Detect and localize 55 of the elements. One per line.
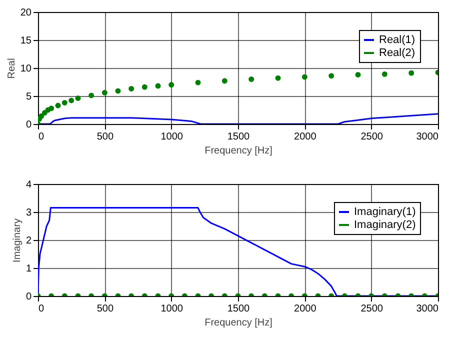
point bbox=[168, 82, 174, 88]
y-tick-label: 4 bbox=[26, 180, 32, 190]
y-tick-label: 10 bbox=[20, 64, 32, 74]
point bbox=[115, 88, 121, 94]
point bbox=[142, 84, 148, 90]
x-tick-label: 0 bbox=[38, 132, 44, 142]
y-tick-label: 20 bbox=[20, 8, 32, 18]
x-tick-label: 1000 bbox=[160, 132, 184, 142]
y-tick-label: 1 bbox=[26, 264, 32, 274]
point bbox=[155, 83, 161, 89]
y-tick-label: 15 bbox=[20, 36, 32, 46]
x-axis-title: Frequency [Hz] bbox=[204, 318, 273, 328]
point bbox=[62, 100, 68, 106]
legend-label: Real(2) bbox=[379, 47, 416, 59]
y-tick-label: 0 bbox=[26, 292, 32, 302]
x-tick-label: 0 bbox=[38, 304, 44, 314]
x-tick-label: 1500 bbox=[227, 304, 250, 314]
legend-label: Imaginary(2) bbox=[354, 219, 416, 231]
y-tick-label: 0 bbox=[26, 120, 32, 130]
point bbox=[48, 106, 54, 112]
point bbox=[55, 102, 61, 108]
x-tick-label: 1500 bbox=[227, 132, 250, 142]
point bbox=[68, 98, 74, 104]
point bbox=[195, 80, 201, 86]
point bbox=[275, 75, 281, 81]
point bbox=[328, 73, 334, 79]
point bbox=[355, 72, 361, 78]
point bbox=[128, 86, 134, 92]
x-tick-label: 3000 bbox=[416, 304, 439, 314]
line-series bbox=[38, 113, 438, 124]
point bbox=[408, 70, 414, 76]
x-tick-label: 2000 bbox=[294, 132, 317, 142]
x-axis-title: Frequency [Hz] bbox=[204, 146, 273, 156]
point bbox=[302, 74, 308, 80]
x-tick-label: 2500 bbox=[360, 304, 384, 314]
point bbox=[88, 92, 94, 98]
x-tick-label: 1000 bbox=[160, 304, 184, 314]
y-tick-label: 2 bbox=[26, 236, 32, 246]
point bbox=[38, 113, 44, 119]
x-tick-label: 500 bbox=[96, 132, 114, 142]
y-tick-label: 5 bbox=[26, 92, 32, 102]
legend-label: Real(1) bbox=[379, 34, 416, 46]
point bbox=[102, 90, 108, 96]
x-tick-label: 3000 bbox=[416, 132, 439, 142]
x-tick-label: 2000 bbox=[294, 304, 317, 314]
y-tick-label: 3 bbox=[26, 208, 32, 218]
point bbox=[248, 76, 254, 82]
y-axis-title: Real bbox=[6, 58, 18, 79]
legend-label: Imaginary(1) bbox=[354, 206, 416, 218]
point bbox=[382, 71, 388, 77]
point bbox=[222, 78, 228, 84]
x-tick-label: 500 bbox=[96, 304, 114, 314]
y-axis-title: Imaginary bbox=[12, 218, 23, 262]
x-tick-label: 2500 bbox=[360, 132, 384, 142]
point bbox=[75, 96, 81, 101]
